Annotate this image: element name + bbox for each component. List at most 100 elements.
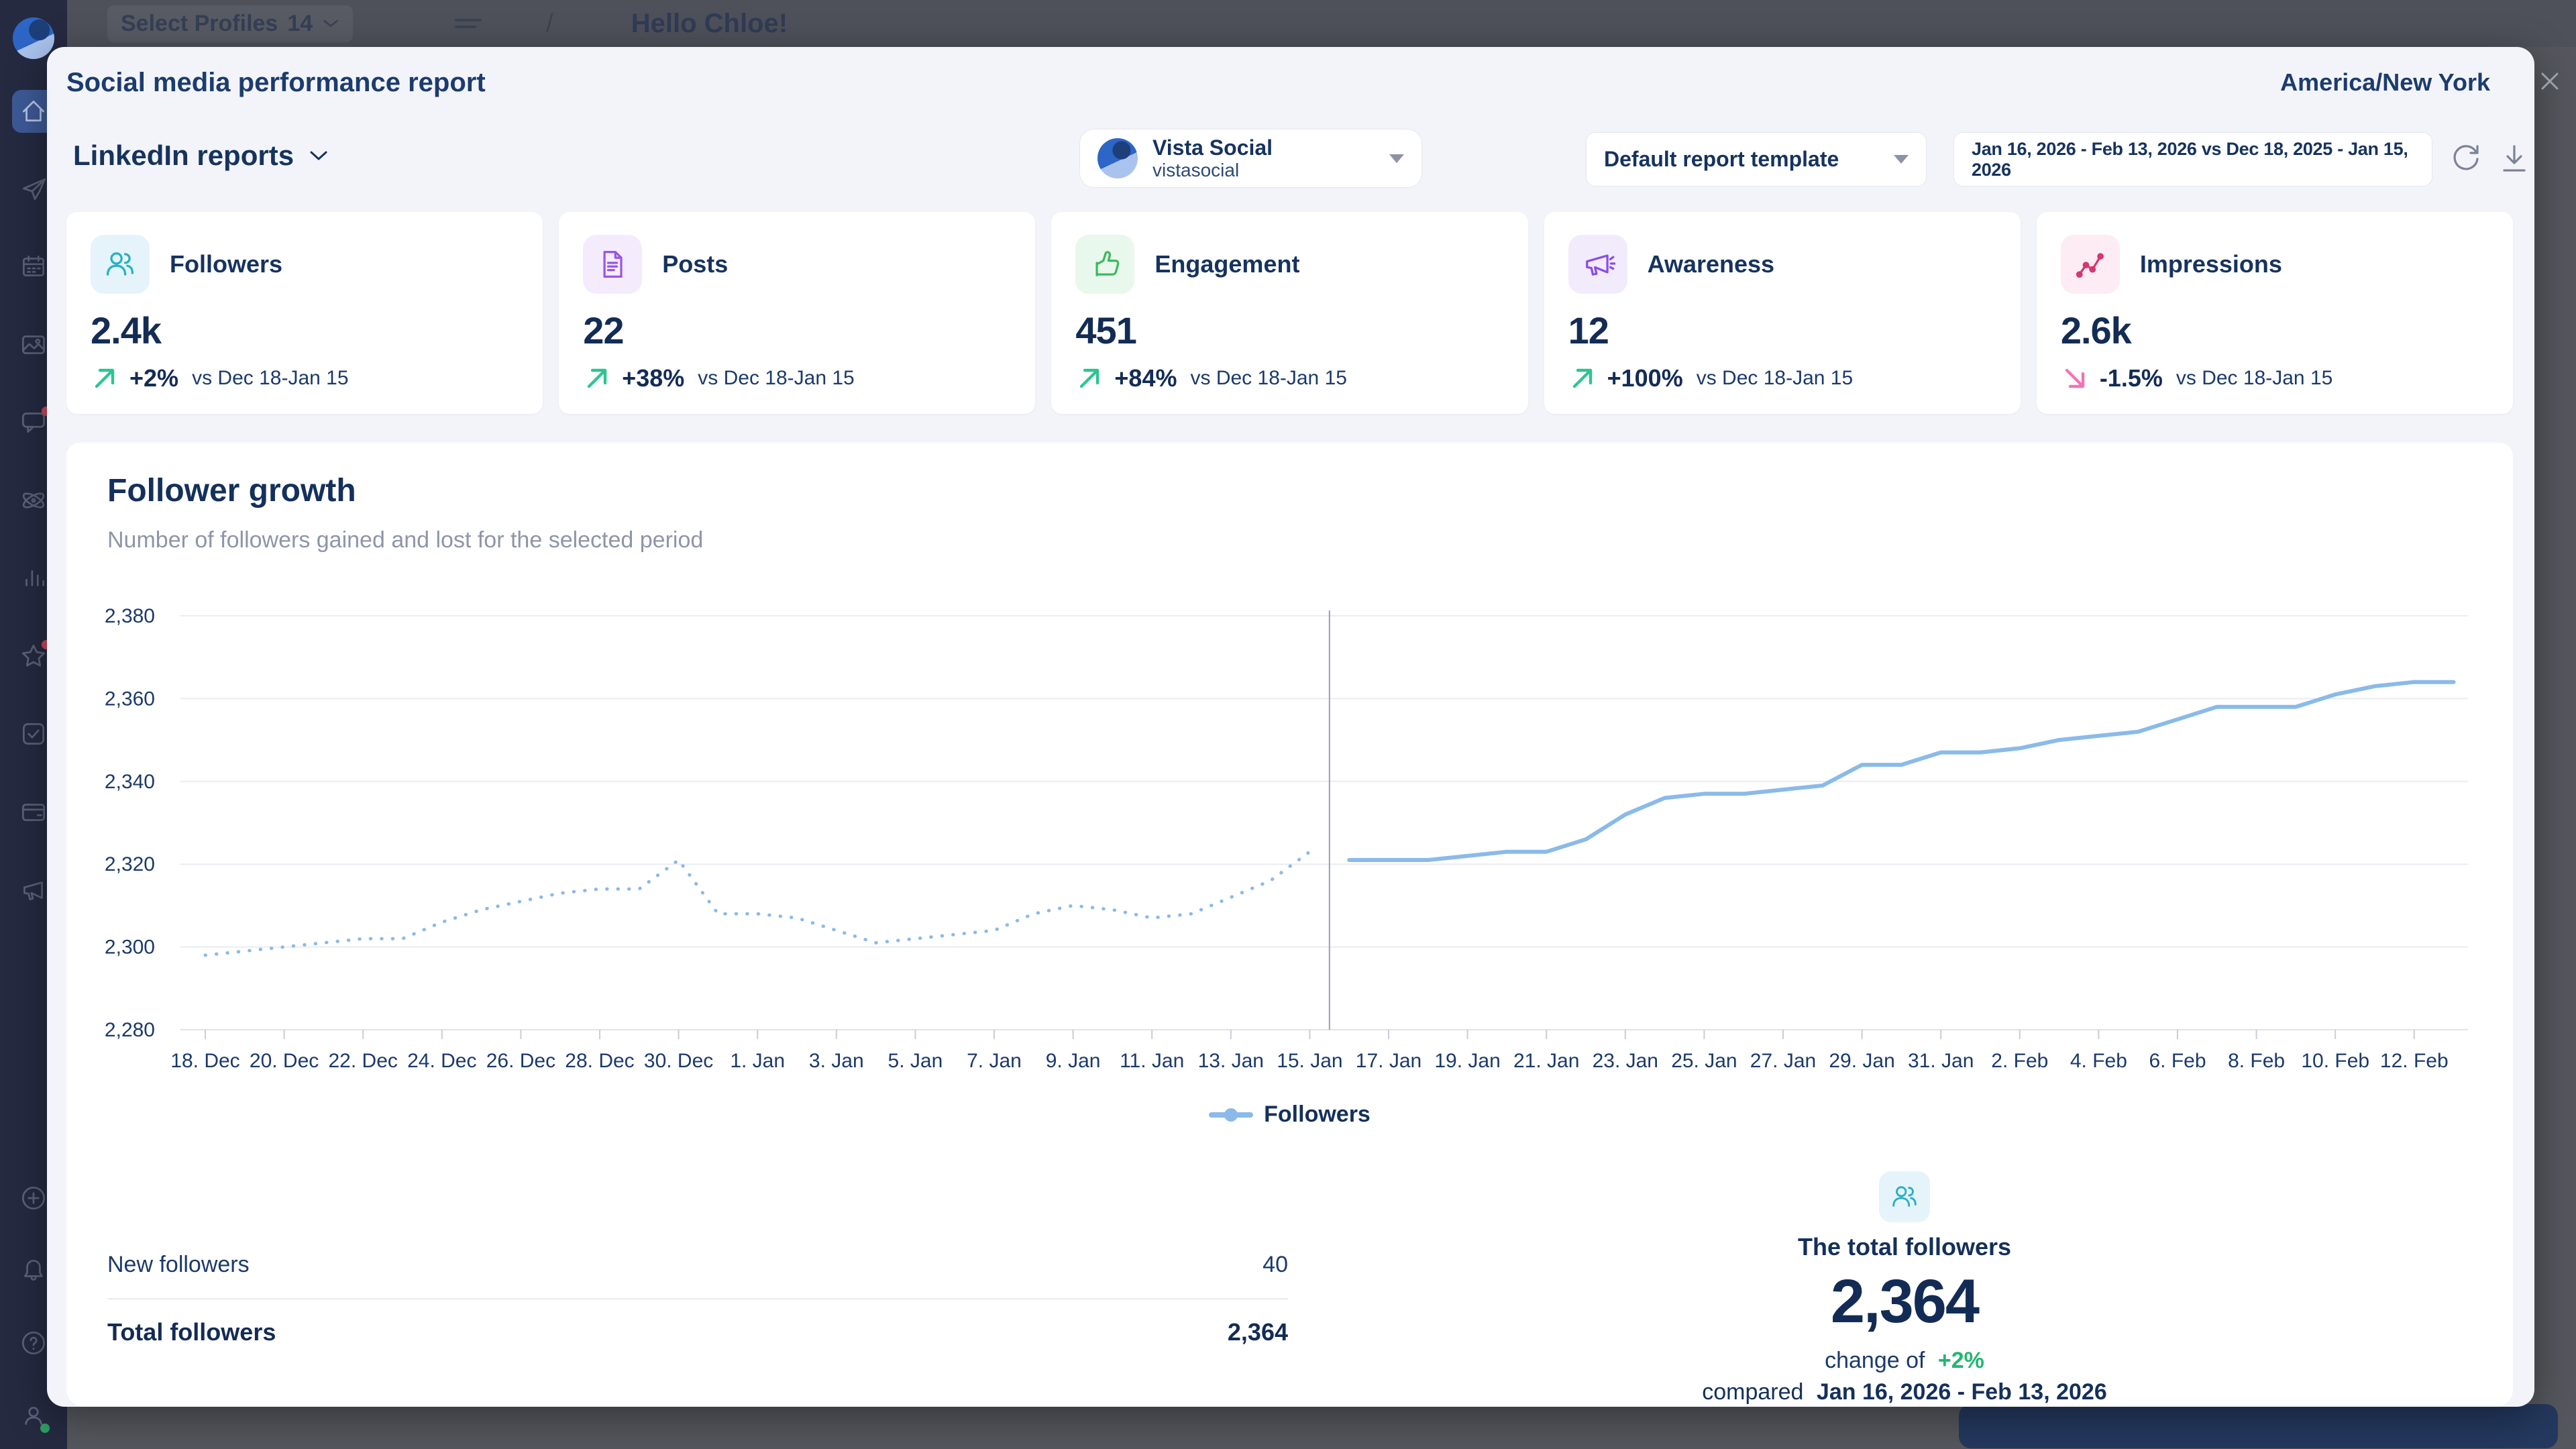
svg-text:20. Dec: 20. Dec <box>250 1050 319 1072</box>
svg-text:18. Dec: 18. Dec <box>170 1050 239 1072</box>
svg-text:9. Jan: 9. Jan <box>1046 1050 1101 1072</box>
card-value: 2.4k <box>91 309 162 352</box>
sidebar-nav-bottom <box>12 1177 55 1437</box>
card-vs: vs Dec 18-Jan 15 <box>1190 367 1347 389</box>
dropdown-arrow-icon <box>1894 155 1909 164</box>
report-type-label: LinkedIn reports <box>73 140 294 171</box>
follower-growth-card: Follower growth Number of followers gain… <box>66 443 2513 1407</box>
card-vs: vs Dec 18-Jan 15 <box>2176 367 2333 389</box>
svg-text:3. Jan: 3. Jan <box>809 1050 864 1072</box>
card-label: Followers <box>170 250 283 278</box>
trend-up-icon <box>1572 368 1592 388</box>
background-close-icon[interactable] <box>2538 70 2561 93</box>
svg-text:25. Jan: 25. Jan <box>1671 1050 1737 1072</box>
card-value: 12 <box>1568 309 1609 352</box>
sidebar-item-megaphone[interactable] <box>12 868 55 911</box>
profile-selector[interactable]: Vista Social vistasocial <box>1079 129 1422 188</box>
svg-text:2,360: 2,360 <box>105 688 155 710</box>
date-range-label: Jan 16, 2026 - Feb 13, 2026 vs Dec 18, 2… <box>1972 138 2408 180</box>
sidebar-item-atom[interactable] <box>12 479 55 522</box>
compared-label: compared <box>1702 1379 1804 1405</box>
sidebar-item-tasks[interactable] <box>12 712 55 755</box>
card-value: 2.6k <box>2060 309 2132 352</box>
posts-icon <box>583 235 643 294</box>
plus-icon <box>21 1186 46 1210</box>
modal-header: Social media performance report America/… <box>66 63 2508 102</box>
sidebar-item-analytics[interactable] <box>12 557 55 600</box>
card-delta: -1.5% <box>2099 364 2163 392</box>
hamburger-menu-icon[interactable] <box>453 12 483 35</box>
svg-text:2,320: 2,320 <box>105 853 155 875</box>
follower-growth-chart: 2,380 2,360 2,340 2,320 2,300 2,280 18. Dec 20.… <box>105 605 2468 1072</box>
sidebar-item-wallet[interactable] <box>12 790 55 833</box>
impressions-icon <box>2060 235 2120 294</box>
metric-card-awareness: Awareness 12 +100% vs Dec 18-Jan 15 <box>1544 212 2021 414</box>
svg-text:4. Feb: 4. Feb <box>2070 1050 2127 1072</box>
svg-text:23. Jan: 23. Jan <box>1593 1050 1658 1072</box>
legend-followers[interactable]: Followers <box>66 1102 2513 1128</box>
legend-marker-icon <box>1209 1108 1254 1122</box>
chat-icon <box>21 413 46 433</box>
summary-change: change of +2% <box>1609 1348 2200 1374</box>
date-range-picker[interactable]: Jan 16, 2026 - Feb 13, 2026 vs Dec 18, 2… <box>1953 132 2432 186</box>
row-label: Total followers <box>107 1318 276 1346</box>
report-type-dropdown[interactable]: LinkedIn reports <box>73 140 329 172</box>
home-icon <box>23 101 44 121</box>
download-button[interactable] <box>2496 141 2532 177</box>
trend-up-icon <box>95 368 115 388</box>
sidebar-item-calendar[interactable] <box>12 246 55 288</box>
sidebar-item-bell[interactable] <box>12 1249 55 1292</box>
template-select[interactable]: Default report template <box>1586 132 1927 186</box>
table-row: New followers 40 <box>107 1242 1288 1287</box>
section-title: Follower growth <box>107 473 356 508</box>
background-banner <box>1959 1404 2558 1448</box>
select-profiles-label: Select Profiles <box>121 10 278 36</box>
profile-name: Vista Social <box>1152 135 1273 160</box>
followers-icon <box>91 235 150 294</box>
refresh-button[interactable] <box>2447 141 2483 177</box>
change-label: change of <box>1825 1348 1925 1373</box>
star-icon <box>21 644 46 667</box>
svg-text:13. Jan: 13. Jan <box>1198 1050 1264 1072</box>
select-profiles-dropdown[interactable]: Select Profiles 14 <box>107 5 354 42</box>
plane-icon <box>23 178 46 200</box>
svg-text:26. Dec: 26. Dec <box>486 1050 555 1072</box>
sidebar-item-image[interactable] <box>12 323 55 366</box>
section-subtitle: Number of followers gained and lost for … <box>107 527 704 553</box>
summary-value: 2,364 <box>1830 1267 1980 1336</box>
timezone-label: America/New York <box>2280 68 2490 96</box>
sidebar-item-user[interactable] <box>12 1394 55 1437</box>
total-followers-summary: The total followers 2,364 change of +2% … <box>1609 1171 2200 1407</box>
svg-text:2,340: 2,340 <box>105 771 155 793</box>
wallet-icon <box>21 804 46 821</box>
metric-cards-row: Followers 2.4k +2% vs Dec 18-Jan 15 Post… <box>66 212 2514 414</box>
row-value: 2,364 <box>1227 1318 1288 1346</box>
svg-text:17. Jan: 17. Jan <box>1356 1050 1421 1072</box>
user-icon <box>25 1407 42 1425</box>
megaphone-icon <box>23 881 43 900</box>
card-label: Engagement <box>1155 250 1300 278</box>
sidebar-item-plane[interactable] <box>12 168 55 211</box>
svg-text:6. Feb: 6. Feb <box>2149 1050 2206 1072</box>
metric-card-impressions: Impressions 2.6k -1.5% vs Dec 18-Jan 15 <box>2036 212 2514 414</box>
card-delta: +38% <box>622 364 685 392</box>
calendar-icon <box>23 255 44 276</box>
image-icon <box>21 335 46 354</box>
bell-icon <box>24 1260 43 1281</box>
breadcrumb-separator: / <box>546 9 553 38</box>
help-icon <box>21 1331 46 1355</box>
trend-up-icon <box>1080 368 1099 388</box>
vista-social-logo[interactable] <box>13 17 54 59</box>
card-delta: +2% <box>129 364 179 392</box>
chevron-down-icon <box>310 151 327 160</box>
profile-count: 14 <box>287 10 313 36</box>
current-range: Jan 16, 2026 - Feb 13, 2026 <box>1816 1379 2107 1405</box>
card-delta: +84% <box>1114 364 1177 392</box>
svg-text:2,280: 2,280 <box>105 1019 155 1041</box>
svg-text:21. Jan: 21. Jan <box>1513 1050 1579 1072</box>
metric-card-followers: Followers 2.4k +2% vs Dec 18-Jan 15 <box>66 212 543 414</box>
sidebar-item-plus[interactable] <box>12 1177 55 1220</box>
sidebar-item-help[interactable] <box>12 1322 55 1364</box>
svg-text:27. Jan: 27. Jan <box>1750 1050 1816 1072</box>
